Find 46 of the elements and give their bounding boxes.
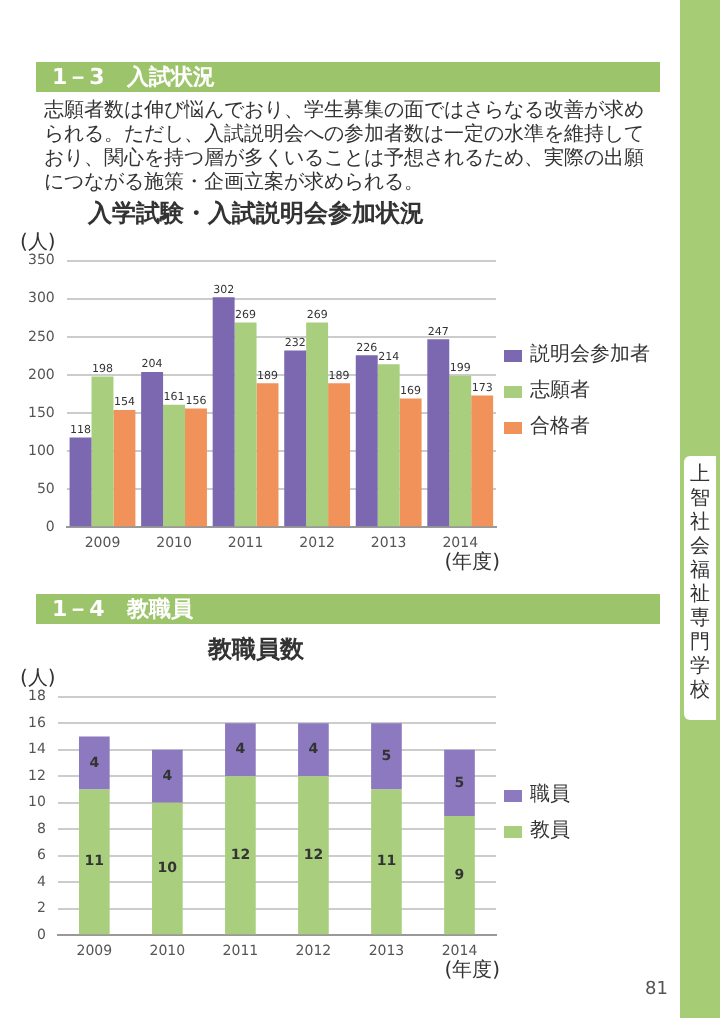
text: 81 bbox=[645, 980, 668, 1000]
bar bbox=[185, 408, 207, 527]
bar bbox=[471, 395, 494, 527]
bar bbox=[152, 749, 183, 803]
bar bbox=[163, 404, 186, 527]
legend-label: 説明会参加者 bbox=[530, 344, 650, 368]
y-axis-title: (人) bbox=[20, 231, 56, 254]
bar bbox=[298, 723, 329, 777]
text: 1－4 教職員 bbox=[36, 594, 660, 624]
x-axis-title: (年度) bbox=[444, 550, 501, 575]
bar bbox=[225, 776, 256, 935]
bar bbox=[427, 339, 450, 527]
text: 1－3 入試状況 bbox=[36, 62, 660, 92]
bar bbox=[399, 398, 422, 527]
chart-title: 入学試験・入試説明会参加状況 bbox=[86, 198, 424, 227]
bar bbox=[377, 364, 400, 527]
bar bbox=[78, 736, 110, 790]
bar bbox=[91, 376, 114, 527]
x-axis-title: (年度) bbox=[444, 958, 501, 983]
bar bbox=[328, 383, 351, 527]
bar bbox=[371, 723, 402, 790]
y-axis-title: (人) bbox=[20, 667, 56, 690]
bar bbox=[234, 322, 257, 527]
legend-label: 教員 bbox=[530, 820, 570, 844]
bar bbox=[152, 802, 183, 935]
chart-title: 教職員数 bbox=[206, 634, 306, 663]
bar bbox=[212, 297, 235, 527]
bar bbox=[78, 789, 110, 935]
bar bbox=[449, 375, 472, 527]
bar bbox=[306, 322, 329, 527]
bar bbox=[298, 776, 329, 935]
bar bbox=[69, 437, 92, 527]
bar bbox=[371, 789, 402, 935]
legend-label: 合格者 bbox=[530, 416, 590, 440]
bar bbox=[256, 383, 279, 527]
bar bbox=[225, 723, 256, 777]
bar bbox=[141, 371, 164, 527]
bar bbox=[355, 355, 378, 527]
bar bbox=[444, 749, 475, 816]
text: 上智社会福祉専門学校 bbox=[690, 464, 710, 702]
bar bbox=[113, 409, 136, 527]
legend-label: 職員 bbox=[530, 784, 570, 808]
text: 志願者数は伸び悩んでおり、学生募集の面ではさらなる改善が求められる。ただし、入試説明会への参加者数は一定の水準を維持しており、関心を持つ層が多くいることは予想されるため、実際の出願につながる施策・企画立案が求められる。 bbox=[44, 100, 646, 196]
bar bbox=[444, 816, 475, 935]
bar bbox=[284, 350, 307, 527]
legend-label: 志願者 bbox=[530, 380, 590, 404]
